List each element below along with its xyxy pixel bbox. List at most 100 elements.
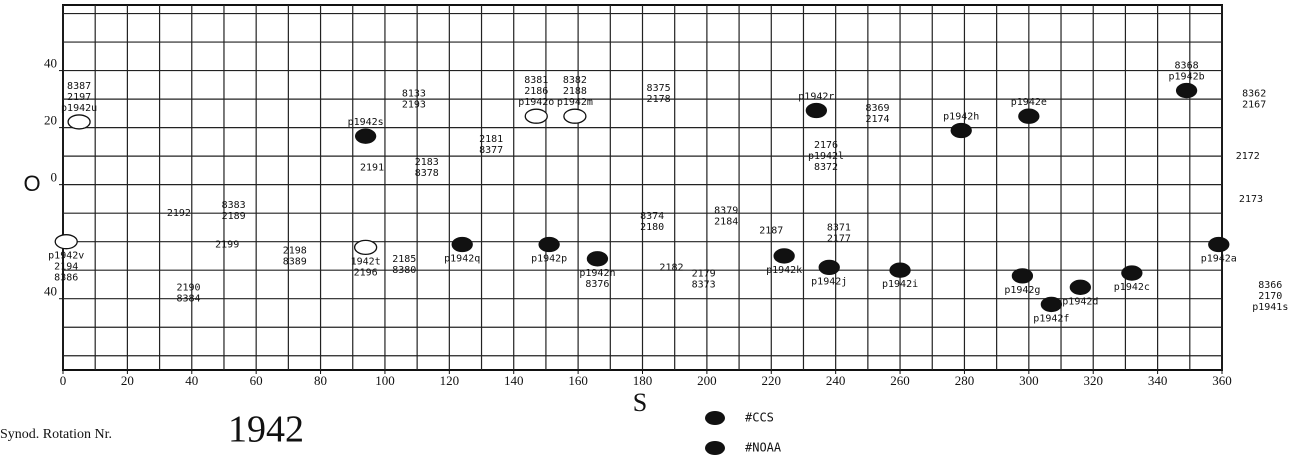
sunspot-region (563, 108, 587, 124)
spot-label: p1942e (1011, 97, 1047, 108)
spot-label: p1942v (48, 251, 84, 262)
annotation: 8377 (479, 145, 503, 156)
annotation: 2198 (283, 245, 307, 256)
annotation: 8380 (392, 265, 416, 276)
spot-label: 2186 (524, 86, 548, 97)
x-tick-label: 120 (440, 373, 460, 388)
annotation: 2177 (827, 234, 851, 245)
legend-marker (705, 411, 725, 425)
x-tick-label: 80 (314, 373, 327, 388)
annotation: 8384 (177, 294, 201, 305)
footer-label: Synod. Rotation Nr. (0, 427, 112, 442)
sunspot (1069, 279, 1091, 295)
annotation: 8369 (865, 103, 889, 114)
spot-label: p1942m (557, 97, 593, 108)
spot-label: p1942u (61, 103, 97, 114)
annotation: 2173 (1239, 194, 1263, 205)
annotation: p1941s (1252, 302, 1288, 313)
annotation: 8371 (827, 223, 851, 234)
spot-label: p1942p (531, 254, 567, 265)
sunspot (586, 251, 609, 267)
annotation: 2179 (692, 268, 716, 279)
x-tick-label: 200 (697, 373, 717, 388)
annotation: 2167 (1242, 100, 1266, 111)
spot-label: 8382 (563, 75, 587, 86)
annotation: 8379 (714, 206, 738, 217)
spot-label: p1942g (1004, 285, 1040, 296)
annotation: 2189 (222, 211, 246, 222)
spot-label: p1942j (811, 276, 847, 287)
x-tick-label: 0 (60, 373, 67, 388)
annotation: 2180 (640, 222, 664, 233)
annotation: 2184 (714, 217, 738, 228)
spot-label: p1942f (1033, 313, 1069, 324)
sunspot-region (54, 234, 78, 250)
annotation: 2190 (177, 283, 201, 294)
x-axis-label: S (633, 388, 647, 417)
annotation: 8378 (415, 168, 439, 179)
annotation: 2181 (479, 134, 503, 145)
legend-label: #CCS (745, 411, 774, 425)
sunspot (773, 248, 795, 264)
spot-label: p1942b (1169, 72, 1205, 83)
y-tick-label: 0 (51, 170, 58, 185)
x-tick-label: 20 (121, 373, 134, 388)
legend-marker (705, 441, 725, 455)
x-tick-label: 220 (762, 373, 782, 388)
spot-label: 1942t (351, 256, 381, 267)
x-tick-label: 240 (826, 373, 846, 388)
annotation: 2193 (402, 100, 426, 111)
x-tick-label: 360 (1212, 373, 1232, 388)
sunspot (889, 262, 911, 278)
annotation: 8375 (647, 83, 671, 94)
x-tick-label: 40 (185, 373, 198, 388)
spot-label: 2188 (563, 86, 587, 97)
y-tick-label: 40 (44, 56, 57, 71)
x-tick-label: 100 (375, 373, 395, 388)
y-axis-label: O (23, 171, 40, 196)
sunspot (818, 259, 840, 275)
annotation: 2185 (392, 254, 416, 265)
spot-label: 8387 (67, 81, 91, 92)
spot-label: p1942o (518, 97, 554, 108)
x-tick-label: 320 (1083, 373, 1103, 388)
spot-label: p1942d (1062, 296, 1098, 307)
annotation: 8362 (1242, 89, 1266, 100)
spot-label: 8376 (585, 279, 609, 290)
x-tick-label: 180 (633, 373, 653, 388)
sunspot-region (67, 114, 91, 130)
spot-label: p1942r (798, 92, 834, 103)
x-tick-label: 140 (504, 373, 524, 388)
spot-label: 2194 (54, 262, 78, 273)
annotation: 2176 (814, 140, 838, 151)
sunspot (1121, 265, 1143, 281)
annotation: 2192 (167, 208, 191, 219)
annotation: 8366 (1258, 280, 1282, 291)
sunspot (1040, 296, 1063, 313)
x-tick-label: 300 (1019, 373, 1039, 388)
sunspot (1018, 108, 1040, 124)
spot-label: p1942i (882, 279, 918, 290)
annotation: 2183 (415, 157, 439, 168)
spot-label: p1942a (1201, 254, 1237, 265)
sunspot (354, 128, 377, 144)
annotation: 2172 (1236, 151, 1260, 162)
annotation: 8133 (402, 89, 426, 100)
annotation: 8373 (692, 279, 716, 290)
spot-label: p1942k (766, 265, 802, 276)
annotation: 2187 (759, 225, 783, 236)
spot-label: 8386 (54, 273, 78, 284)
x-tick-label: 160 (568, 373, 588, 388)
annotation: p1942l (808, 151, 844, 162)
annotation: 8372 (814, 162, 838, 173)
sunspot (1011, 268, 1034, 284)
sunspot (1208, 236, 1230, 253)
x-tick-label: 260 (890, 373, 910, 388)
spot-label: 8368 (1175, 61, 1199, 72)
spot-label: 2197 (67, 92, 91, 103)
annotation: 8383 (222, 200, 246, 211)
sunspot (805, 102, 827, 119)
annotation: 2174 (865, 114, 889, 125)
y-tick-label: 20 (44, 113, 57, 128)
